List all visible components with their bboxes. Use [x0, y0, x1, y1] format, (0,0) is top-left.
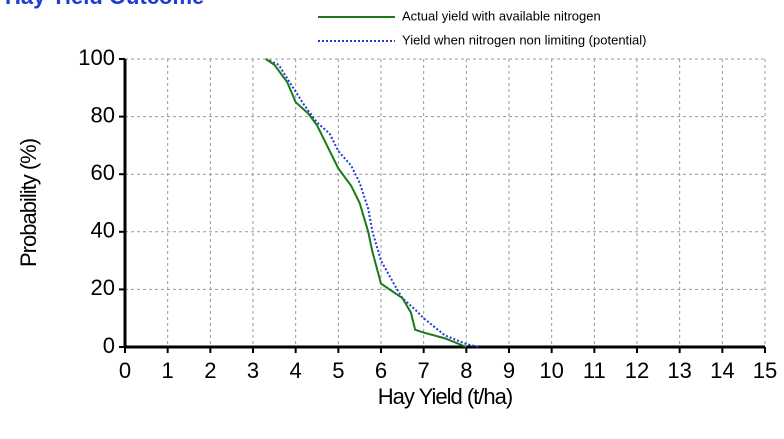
x-tick-label: 3	[247, 358, 259, 383]
x-tick-label: 10	[539, 358, 563, 383]
x-tick-label: 12	[625, 358, 649, 383]
x-tick-label: 5	[332, 358, 344, 383]
y-tick-label: 20	[91, 275, 115, 300]
y-tick-label: 40	[91, 218, 115, 243]
x-tick-label: 13	[667, 358, 691, 383]
x-tick-label: 8	[460, 358, 472, 383]
x-tick-label: 6	[375, 358, 387, 383]
x-axis-label: Hay Yield (t/ha)	[378, 384, 512, 409]
x-tick-label: 2	[204, 358, 216, 383]
y-tick-label: 0	[103, 333, 115, 358]
x-tick-label: 9	[503, 358, 515, 383]
y-axis-label: Probability (%)	[16, 139, 41, 267]
x-tick-label: 11	[583, 358, 606, 383]
data-line	[265, 58, 467, 348]
x-tick-label: 14	[710, 358, 734, 383]
x-tick-label: 7	[418, 358, 430, 383]
x-tick-label: 4	[290, 358, 302, 383]
x-tick-label: 1	[162, 358, 174, 383]
data-line	[265, 58, 480, 348]
legend-label: Yield when nitrogen non limiting (potent…	[402, 32, 647, 47]
y-tick-label: 60	[91, 160, 115, 185]
x-tick-label: 0	[119, 358, 131, 383]
y-tick-label: 100	[78, 45, 115, 70]
x-tick-label: 15	[753, 358, 777, 383]
y-tick-label: 80	[91, 102, 115, 127]
chart-title: Hay Yield Outcome	[5, 0, 204, 9]
legend-label: Actual yield with available nitrogen	[402, 8, 601, 23]
